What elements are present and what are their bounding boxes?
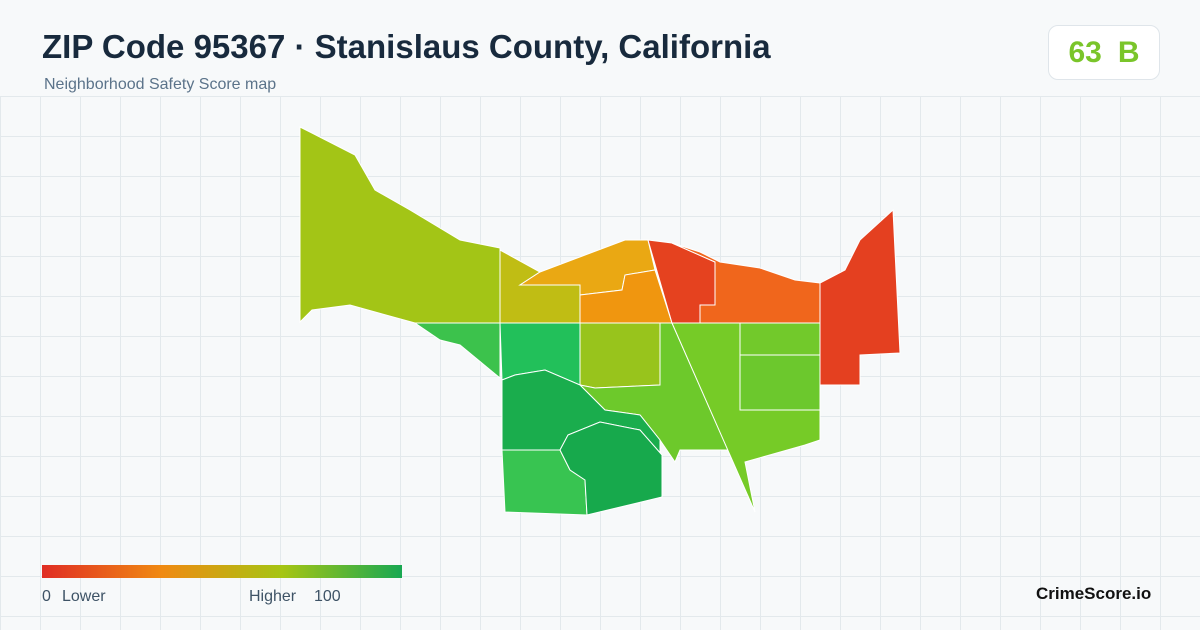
- legend-max-label: Higher: [249, 588, 297, 605]
- region: [299, 126, 501, 324]
- legend-min-label: Lower: [62, 588, 106, 605]
- brand: CrimeScore.io: [1036, 584, 1152, 603]
- legend-max: 100: [314, 588, 341, 605]
- legend-min: 0: [42, 588, 51, 605]
- region: [739, 322, 821, 356]
- region: [579, 322, 661, 389]
- subtitle: Neighborhood Safety Score map: [44, 76, 277, 93]
- score-value: 63: [1068, 35, 1102, 69]
- region: [559, 421, 663, 516]
- region: [819, 208, 901, 386]
- header: ZIP Code 95367 · Stanislaus County, Cali…: [0, 0, 1200, 96]
- legend-gradient: [42, 565, 402, 578]
- region: [739, 354, 821, 411]
- title: ZIP Code 95367 · Stanislaus County, Cali…: [42, 28, 771, 65]
- score-badge: 63 B: [1048, 25, 1160, 80]
- region: [413, 322, 501, 380]
- score-grade: B: [1117, 35, 1140, 69]
